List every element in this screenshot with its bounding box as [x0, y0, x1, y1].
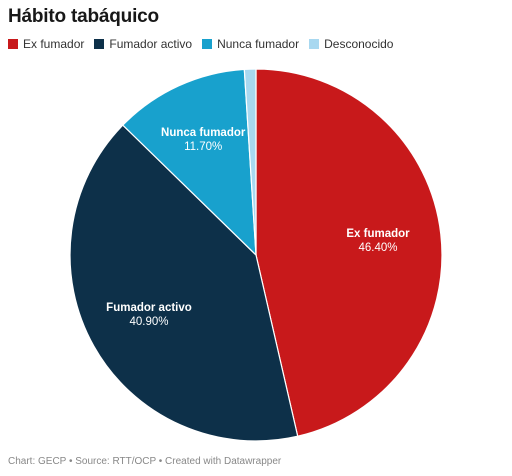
slice-label-nunca-fumador: Nunca fumador 11.70%	[161, 127, 246, 153]
pie-slice-ex-fumador[interactable]	[255, 68, 443, 437]
legend-swatch	[94, 39, 105, 49]
chart-title: Hábito tabáquico	[8, 6, 159, 27]
legend-item-desconocido: Desconocido	[309, 37, 393, 51]
slice-label-value: 46.40%	[358, 242, 397, 254]
legend-item-ex-fumador: Ex fumador	[8, 37, 84, 51]
pie-slice-desconocido[interactable]	[243, 68, 257, 256]
chart-footer: Chart: GECP • Source: RTT/OCP • Created …	[8, 456, 282, 467]
legend-label: Ex fumador	[23, 37, 85, 51]
legend-label: Nunca fumador	[217, 37, 300, 51]
slice-label-name: Ex fumador	[346, 228, 410, 240]
legend-label: Desconocido	[324, 37, 394, 51]
legend-swatch	[202, 39, 213, 49]
legend-swatch	[309, 39, 320, 49]
pie-slice-fumador-activo[interactable]	[69, 124, 299, 442]
slice-label-ex-fumador: Ex fumador 46.40%	[346, 228, 410, 254]
legend-item-fumador-activo: Fumador activo	[94, 37, 192, 51]
legend-label: Fumador activo	[109, 37, 193, 51]
slice-label-name: Fumador activo	[106, 302, 192, 314]
slice-label-value: 11.70%	[184, 141, 222, 153]
pie-slice-nunca-fumador[interactable]	[121, 68, 257, 257]
legend-item-nunca-fumador: Nunca fumador	[202, 37, 299, 51]
slice-label-value: 40.90%	[129, 316, 168, 328]
legend: Ex fumador Fumador activo Nunca fumador …	[8, 37, 403, 51]
legend-swatch	[8, 39, 18, 49]
slice-label-name: Nunca fumador	[161, 127, 246, 139]
slice-label-fumador-activo: Fumador activo 40.90%	[106, 302, 192, 328]
